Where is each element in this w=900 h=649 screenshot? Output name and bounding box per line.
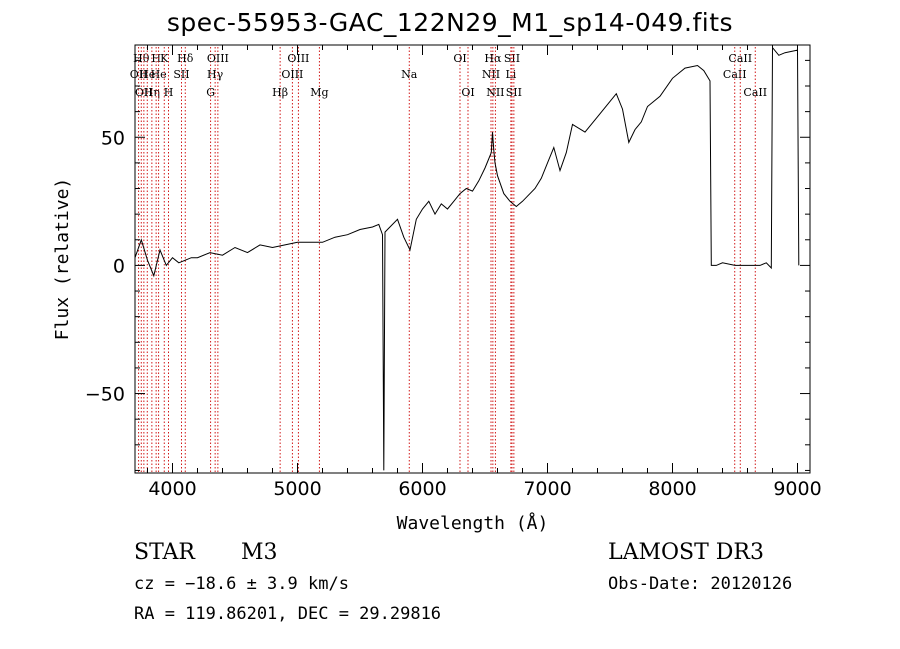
line-marker-label: OIII xyxy=(281,68,303,81)
x-tick-label: 7000 xyxy=(523,478,571,500)
line-marker-label: CaII xyxy=(723,68,747,81)
survey-name: LAMOST DR3 xyxy=(608,540,764,565)
line-marker-label: H xyxy=(164,86,174,99)
line-marker-label: OIII xyxy=(207,52,229,65)
spectrum-flux-line xyxy=(134,46,800,471)
line-marker-label: H xyxy=(151,52,161,65)
line-marker-label: He xyxy=(151,68,167,81)
line-marker-label: OII xyxy=(130,68,148,81)
coordinates-text: RA = 119.86201, DEC = 29.29816 xyxy=(134,604,442,624)
y-tick-label: 50 xyxy=(101,127,125,149)
y-tick-label: 0 xyxy=(113,255,125,277)
line-marker-label: Na xyxy=(401,68,418,81)
object-subclass: M3 xyxy=(241,540,278,565)
line-marker-label: SII xyxy=(173,68,189,81)
y-axis-title: Flux (relative) xyxy=(52,178,73,341)
line-marker-label: He xyxy=(139,68,155,81)
line-marker-label: K xyxy=(160,52,169,65)
x-tick-label: 6000 xyxy=(398,478,446,500)
x-tick-label: 4000 xyxy=(148,478,196,500)
line-marker-label: G xyxy=(206,86,215,99)
line-marker-label: Hη xyxy=(144,86,160,99)
line-marker-label: Li xyxy=(505,68,516,81)
x-tick-label: 9000 xyxy=(773,478,821,500)
line-marker-label: NII xyxy=(482,68,500,81)
redshift-text: cz = −18.6 ± 3.9 km/s xyxy=(134,574,349,594)
line-marker-label: Mg xyxy=(310,86,328,99)
line-marker-label: OIII xyxy=(287,52,309,65)
line-marker-label: CaII xyxy=(728,52,752,65)
line-marker-label: SII xyxy=(504,52,520,65)
line-marker-label: NII xyxy=(486,86,504,99)
line-marker-label: OI xyxy=(461,86,474,99)
line-marker-label: CaII xyxy=(743,86,767,99)
line-marker-label: Hα xyxy=(484,52,502,65)
y-tick-label: −50 xyxy=(85,384,125,406)
line-marker-label: Hβ xyxy=(272,86,288,99)
line-marker-label: Hδ xyxy=(177,52,194,65)
observation-date: Obs-Date: 20120126 xyxy=(608,574,793,594)
plot-frame xyxy=(134,44,811,474)
line-marker-label: Hγ xyxy=(207,68,224,81)
object-class: STAR xyxy=(134,540,195,565)
line-marker-label: Hθ xyxy=(133,52,150,65)
x-tick-label: 5000 xyxy=(273,478,321,500)
line-marker-label: OII xyxy=(135,86,153,99)
line-marker-label: OI xyxy=(453,52,466,65)
x-axis-title: Wavelength (Å) xyxy=(397,512,549,534)
chart-title: spec-55953-GAC_122N29_M1_sp14-049.fits xyxy=(166,8,734,37)
x-tick-label: 8000 xyxy=(648,478,696,500)
line-marker-label: SII xyxy=(506,86,522,99)
